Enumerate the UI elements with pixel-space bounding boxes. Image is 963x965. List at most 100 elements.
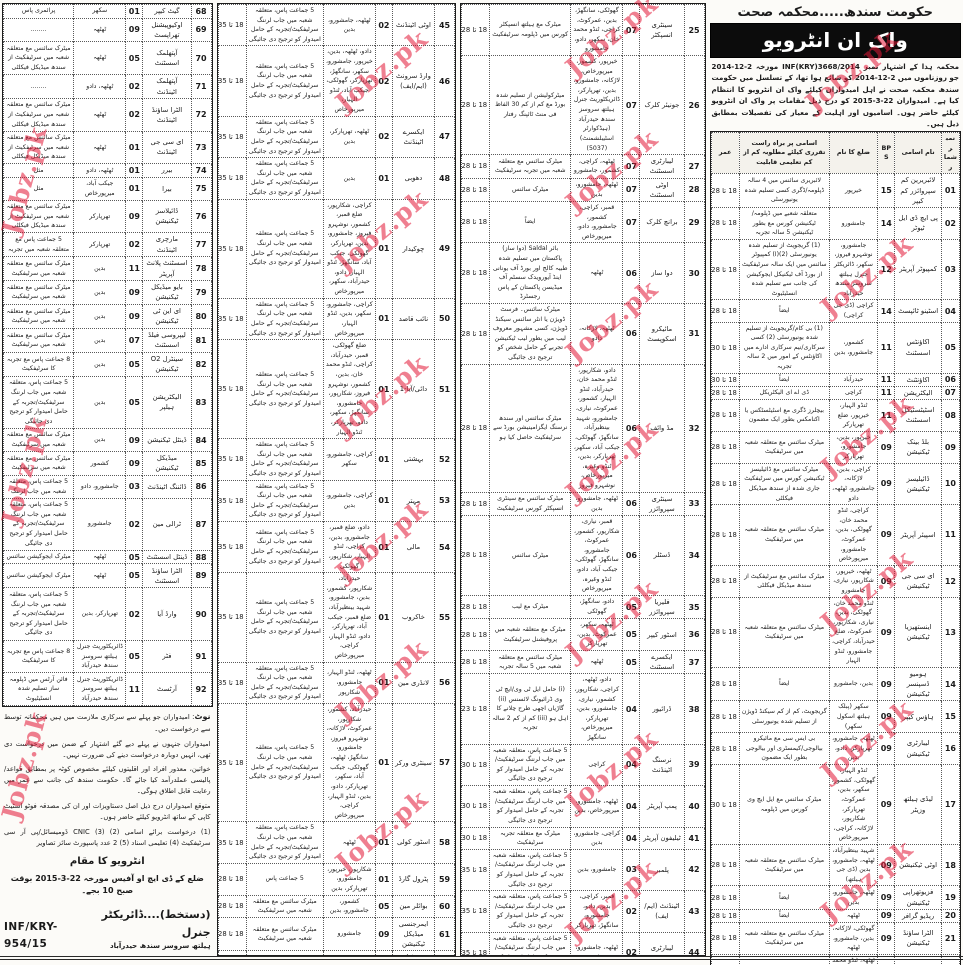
cell-qual: میٹرک سائنس bbox=[489, 177, 572, 202]
cell-post: الیکٹریشن ہیلپر bbox=[142, 375, 192, 430]
cell-n: 60 bbox=[434, 894, 456, 918]
cell-age: 18 تا 28 bbox=[461, 650, 491, 675]
cell-n: 34 bbox=[683, 514, 705, 596]
cell-post: آپتھلمک اٹینڈنٹ bbox=[142, 74, 192, 100]
cell-qual: میٹرک سائنس مع متعلقہ شعبہ میں سرٹیفکیٹ bbox=[2, 450, 75, 476]
cell-district: کراچی bbox=[570, 743, 624, 787]
jobs-table-3: 45 اوٹی اٹینڈنٹ 02 ٹھٹھہ، جامشورو، بدین 5 جم… bbox=[217, 4, 456, 955]
cell-district: ڈائریکٹوریٹ جنرل ہیلتھ سروسز سندھ حیدرآب… bbox=[73, 672, 127, 706]
table-row: 03 کمپیوٹر آپریٹر 12 جامشورو، نوشہرو فیروز،… bbox=[710, 238, 960, 301]
cell-qual: 5 جماعت پاس مع متعلقہ شعبہ میں تجربہ bbox=[2, 232, 75, 258]
cell-post: نرسنگ اٹینڈنٹ bbox=[639, 743, 685, 787]
table-row: 06 اکاؤنٹنٹ 11 حیدرآباد ایضاً 18 تا 30 bbox=[710, 372, 960, 387]
cell-bps: 01 bbox=[374, 862, 393, 896]
cell-n: 44 bbox=[683, 931, 705, 955]
cell-age: 18 تا 28 bbox=[461, 618, 491, 652]
cell-post: فلیریا سپروائزر bbox=[639, 594, 685, 620]
cell-qual: 8 جماعت پاس مع تجربہ کا سرٹیفکیٹ bbox=[2, 351, 75, 377]
cell-qual: میٹرک سائنس مع ایل ایچ وی کورس میں ڈپلوم… bbox=[738, 764, 830, 845]
cell-bps: 01 bbox=[374, 479, 393, 523]
cell-n: 90 bbox=[190, 587, 212, 641]
cell-bps: 12 bbox=[877, 238, 896, 301]
interview-venue-line: ضلع کے ڈی ایچ او آفیس مورخہ 22-3-2015 بو… bbox=[10, 873, 204, 896]
cell-district: ٹھٹھہ bbox=[570, 650, 624, 675]
cell-district: ٹھٹھہ bbox=[570, 242, 624, 304]
table-row: 32 مڈ وائف 06 دادو، شکارپور، ٹنڈو محمد خان،… bbox=[461, 363, 705, 493]
note-line-3: خواتین، معذور افراد اور اقلیتوں کیلئے مخ… bbox=[3, 765, 211, 796]
table-row: 68 گیٹ کیپر 01 سکھر پرائمری پاس bbox=[2, 4, 212, 19]
table-row: 10 ڈائیلیسز ٹیکنیشن 09 کراچی، بدین، لاڑکانہ… bbox=[710, 462, 960, 506]
cell-bps: 05 bbox=[374, 894, 393, 918]
cell-bps: 05 bbox=[125, 41, 144, 76]
table-row: 21 الٹرا ساؤنڈ ٹیکنیشن 09 گھوٹکی، لاڑکانہ، … bbox=[710, 921, 960, 955]
cell-n: 53 bbox=[434, 479, 456, 523]
cell-post: گیٹ کیپر bbox=[142, 4, 192, 19]
table-row: 13 اینستھیزیا ٹیکنیشن 09 ٹنڈو محمد خان، گھو… bbox=[710, 596, 960, 668]
cell-n: 46 bbox=[434, 45, 456, 117]
cell-post: اکاؤنٹس اسسٹنٹ bbox=[894, 321, 942, 374]
table-row: 87 ٹرالی مین 02 جامشورو 5 جماعت پاس، متعلقہ … bbox=[2, 497, 212, 551]
table-row: 61 ایمرجنسی میڈیکل ٹیکنیشن 09 جامشورو میٹرک … bbox=[217, 916, 456, 952]
cell-n: 88 bbox=[190, 549, 212, 565]
cell-post: آپتھلمک اسسٹنٹ bbox=[142, 41, 192, 76]
jobs-table-2-body: 25 سینٹری انسپکٹر 07 گھوٹکی، سانگھڑ، بدین، … bbox=[461, 4, 705, 955]
cell-district: کراچی، جامشورو، بدین bbox=[570, 826, 624, 850]
cell-bps: 01 bbox=[374, 521, 393, 574]
cell-n: 18 bbox=[940, 843, 960, 887]
cell-n: 73 bbox=[190, 130, 212, 165]
cell-post: جونیئر کلرک bbox=[639, 55, 685, 156]
cell-n: 69 bbox=[190, 17, 212, 43]
cell-qual: میٹرک سائنس مع متعلقہ شعبہ میں 5 سالہ تج… bbox=[489, 650, 572, 675]
cell-district: گھوٹکی، سانگھڑ، بدین، عمرکوٹ، کراچی، ٹنڈ… bbox=[570, 4, 624, 57]
table-row: 77 مارچری اٹینڈنٹ 02 تھرپارکر 5 جماعت پاس مع… bbox=[2, 232, 212, 258]
cell-post: لیبارٹری اسسٹنٹ bbox=[639, 154, 685, 179]
cell-n: 26 bbox=[683, 55, 705, 156]
cell-bps: 09 bbox=[877, 908, 896, 923]
cell-post: اسٹینو ٹائپسٹ bbox=[894, 299, 942, 323]
cell-n: 78 bbox=[190, 256, 212, 282]
cell-district: ٹھٹھہ bbox=[322, 821, 376, 864]
cell-district: بدین bbox=[73, 375, 127, 430]
table-header-row: نمبر شمار نام اسامی BPS ضلع کا نام اسامی… bbox=[710, 131, 960, 175]
cell-n: 19 bbox=[940, 885, 960, 910]
table-row: 92 آرٹسٹ 11 ڈائریکٹوریٹ جنرل ہیلتھ سروسز سن… bbox=[2, 672, 212, 706]
cell-bps: 07 bbox=[622, 200, 641, 244]
cell-district: کراچی، بدین، لاڑکانہ، جامشورو، ٹھٹھہ، دا… bbox=[828, 462, 879, 506]
table-row: 73 ای سی جی اٹینڈنٹ 01 ٹھٹھہ میٹرک سائنس مع … bbox=[2, 130, 212, 165]
cell-bps: 07 bbox=[622, 154, 641, 179]
cell-n: 07 bbox=[940, 385, 960, 401]
cell-age: 18 تا 28 bbox=[710, 206, 740, 240]
cell-qual: 5 جماعت پاس، متعلقہ شعبہ میں جاب لرننگ س… bbox=[245, 297, 324, 341]
cell-bps: 04 bbox=[622, 826, 641, 850]
note-line-4: متوقع امیدواران درج ذیل اصل دستاویزات او… bbox=[3, 802, 211, 821]
table-row: 51 دائی/آیا-1 01 ضلع گھوٹکی، قمبر، حیدرآباد… bbox=[217, 339, 456, 440]
cell-age: 18 تا 30 bbox=[710, 372, 740, 387]
cell-bps: 01 bbox=[374, 821, 393, 864]
cell-age: 18 تا 28 bbox=[461, 200, 491, 244]
cell-district: ٹھٹھہ، جامشورو، بدین bbox=[322, 4, 376, 47]
cell-post: ٹرالی مین bbox=[142, 497, 192, 551]
cell-post: سینٹری سپروائزر bbox=[639, 491, 685, 516]
cell-post: چوکیدار bbox=[391, 198, 436, 299]
cell-district: بدین bbox=[73, 428, 127, 452]
cell-district: ٹھٹھہ، ٹنڈو الہیار، جامشورو، شکارپور bbox=[322, 661, 376, 705]
table-row: 04 اسٹینو ٹائپسٹ 14 کراچی (ڈی جی کراچی) ایضا… bbox=[710, 299, 960, 323]
jobs-table-4-wrap: 68 گیٹ کیپر 01 سکھر پرائمری پاس 69 اوکیوپیشنل … bbox=[1, 3, 213, 707]
cell-n: 13 bbox=[940, 596, 960, 668]
cell-district: بدین bbox=[73, 303, 127, 329]
cell-post: بایو میڈیکل ٹیکنیشن bbox=[142, 280, 192, 305]
table-row: 07 الیکٹریشن 11 کراچی ڈی اے ای الیکٹریکل 18 ت… bbox=[710, 385, 960, 401]
table-row: 75 بیرا 01 جیکب آباد، میرپورخاص مثل bbox=[2, 176, 212, 201]
cell-bps: 11 bbox=[125, 672, 144, 706]
table-row: 47 ایکسرے اٹینڈنٹ 02 ٹھٹھہ، تھرپارکر، بدین 5… bbox=[217, 115, 456, 159]
cell-n: 41 bbox=[683, 826, 705, 850]
cell-n: 28 bbox=[683, 177, 705, 202]
cell-age: 18 تا 35 bbox=[217, 479, 247, 523]
cell-district: تھرپارکر، بدین bbox=[73, 587, 127, 641]
cell-qual: میٹرک سائنس مع متعلقہ شعبہ میں سرٹیفکیٹ … bbox=[2, 199, 75, 234]
cell-age: 18 تا 35 bbox=[217, 157, 247, 200]
cell-n: 71 bbox=[190, 74, 212, 100]
cell-age: 18 تا 35 bbox=[217, 115, 247, 159]
